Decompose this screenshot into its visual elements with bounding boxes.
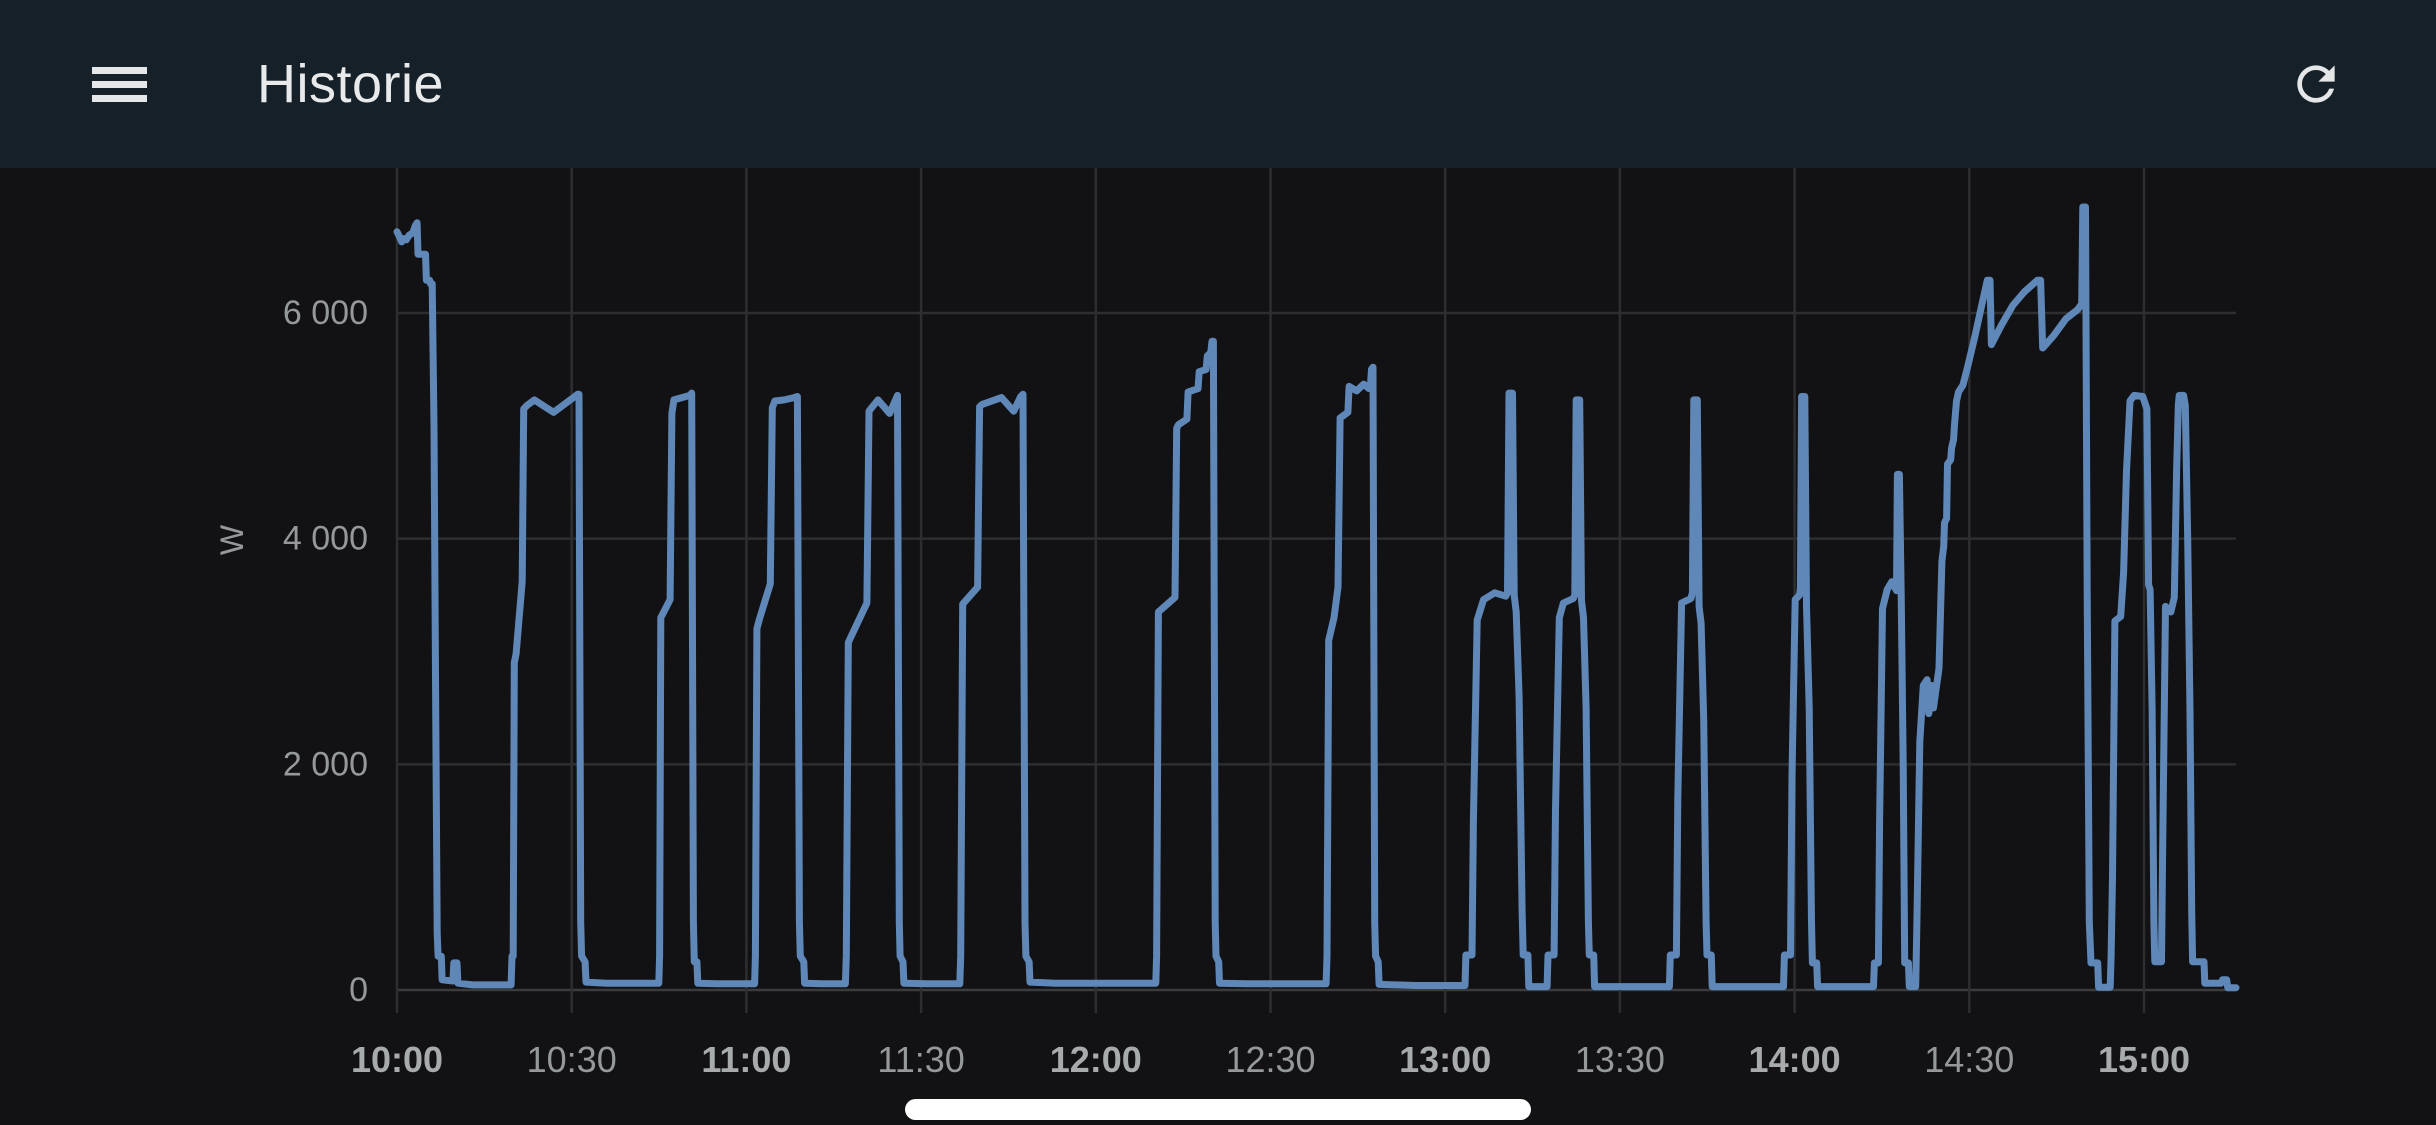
refresh-button[interactable] [2288,56,2344,112]
hamburger-icon [92,67,147,74]
y-tick-label: 6 000 [283,294,368,332]
x-tick-label: 14:30 [1924,1039,2014,1080]
refresh-icon [2297,65,2335,103]
x-tick-label: 13:30 [1575,1039,1665,1080]
y-tick-label: 0 [349,971,368,1009]
y-axis-unit-label: W [214,524,250,555]
y-tick-label: 2 000 [283,745,368,783]
home-indicator[interactable] [905,1099,1531,1120]
x-tick-label: 11:00 [701,1039,791,1080]
app-header: Historie [0,0,2436,168]
power-series-line [393,203,2240,992]
x-tick-label: 10:30 [527,1039,617,1080]
x-tick-label: 10:00 [351,1039,443,1080]
menu-button[interactable] [92,67,147,102]
x-tick-label: 15:00 [2098,1039,2190,1080]
x-tick-label: 12:00 [1050,1039,1142,1080]
x-tick-label: 11:30 [877,1039,964,1080]
y-tick-label: 4 000 [283,520,368,558]
x-tick-label: 14:00 [1749,1039,1841,1080]
x-tick-label: 12:30 [1225,1039,1315,1080]
x-tick-label: 13:00 [1399,1039,1491,1080]
page-title: Historie [257,54,445,114]
